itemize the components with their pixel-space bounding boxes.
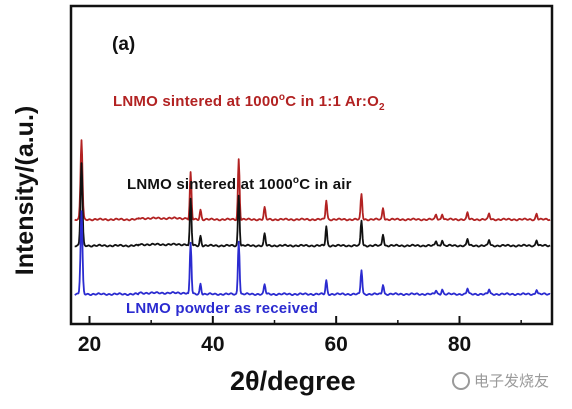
series-label-powder: LNMO powder as received bbox=[126, 300, 318, 317]
series-label-ar-o2-sup: o bbox=[278, 92, 286, 103]
x-tick-label: 60 bbox=[324, 333, 347, 356]
watermark-text: 电子发烧友 bbox=[474, 373, 550, 390]
x-tick-label: 20 bbox=[78, 333, 101, 356]
series-label-air-main: LNMO sintered at 1000 bbox=[127, 176, 293, 193]
series-line-2 bbox=[74, 210, 551, 297]
series-label-air: LNMO sintered at 1000oC in air bbox=[127, 175, 352, 193]
axes: 20 40 60 80 bbox=[69, 4, 554, 356]
series-line-0 bbox=[74, 139, 551, 222]
series-line-1 bbox=[74, 162, 551, 248]
y-axis-label-box: Intensity/(a.u.) bbox=[2, 40, 50, 340]
x-axis-label: 2θ/degree bbox=[230, 366, 356, 396]
series-label-ar-o2-main: LNMO sintered at 1000 bbox=[113, 93, 279, 110]
series-label-powder-main: LNMO powder as received bbox=[126, 300, 319, 317]
x-tick-label: 80 bbox=[448, 333, 471, 356]
y-axis-label: Intensity/(a.u.) bbox=[11, 105, 40, 275]
watermark: 电子发烧友 bbox=[452, 370, 549, 391]
series-label-ar-o2: LNMO sintered at 1000oC in 1:1 Ar:O2 bbox=[113, 92, 385, 113]
series-label-air-sup: o bbox=[292, 175, 300, 186]
series-label-ar-o2-sub: 2 bbox=[378, 102, 385, 113]
series-label-air-rest: C in air bbox=[299, 176, 352, 193]
watermark-logo-icon bbox=[452, 371, 470, 390]
plot-frame bbox=[69, 4, 554, 326]
panel-label: (a) bbox=[112, 34, 136, 55]
series-label-ar-o2-rest: C in 1:1 Ar:O bbox=[285, 93, 379, 110]
x-tick-label: 40 bbox=[201, 333, 224, 356]
series-lines bbox=[74, 139, 551, 297]
